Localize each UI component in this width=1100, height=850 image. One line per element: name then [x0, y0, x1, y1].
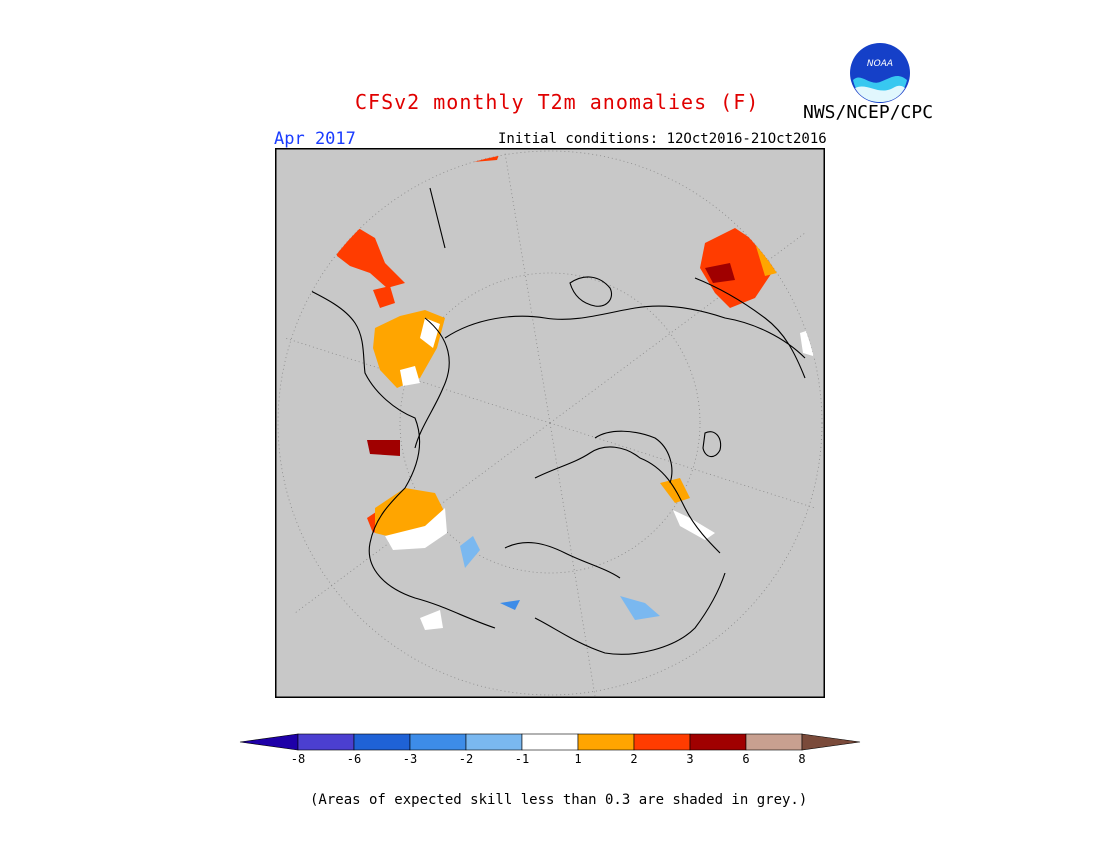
- anomaly-siberia-red: [700, 228, 775, 308]
- anomaly-east-siberia: [335, 226, 405, 288]
- anomaly-kamchatka: [373, 286, 395, 308]
- colorbar-tick-label: 3: [686, 752, 693, 766]
- anomaly-siberia-dark: [705, 263, 735, 283]
- colorbar-tick-label: 1: [574, 752, 581, 766]
- colorbar-box: [353, 733, 411, 751]
- map-frame: [275, 148, 825, 698]
- anomaly-alaska-dark: [367, 440, 400, 456]
- colorbar-tick-label: 2: [630, 752, 637, 766]
- noaa-logo: NOAA: [850, 43, 910, 103]
- anomaly-scandinavia-white: [673, 510, 715, 540]
- chart-title: CFSv2 monthly T2m anomalies (F): [355, 90, 760, 114]
- anomaly-hudson-blue: [460, 536, 480, 568]
- logo-text: NOAA: [867, 59, 893, 69]
- polar-map: [275, 148, 825, 698]
- anomaly-siberia-orange: [755, 243, 777, 276]
- colorbar-labels: -8 -6 -3 -2 -1 1 2 3 6 8: [291, 752, 806, 766]
- colorbar-box: [521, 733, 579, 751]
- anomaly-canada-white: [385, 508, 447, 550]
- colorbar-boxes: [239, 733, 861, 751]
- colorbar-tick-label: -2: [459, 752, 473, 766]
- coastlines: [304, 187, 806, 655]
- initial-conditions: Initial conditions: 12Oct2016-21Oct2016: [498, 131, 827, 147]
- colorbar-box: [633, 733, 691, 751]
- colorbar-tick-label: 8: [798, 752, 805, 766]
- colorbar-box: [409, 733, 467, 751]
- org-label: NWS/NCEP/CPC: [803, 102, 934, 123]
- anomaly-bering-white: [400, 366, 420, 386]
- forecast-period: Apr 2017: [274, 129, 356, 149]
- colorbar-tick-label: -3: [403, 752, 417, 766]
- colorbar-tick-label: -1: [515, 752, 529, 766]
- colorbar-box: [689, 733, 747, 751]
- graticule: [277, 150, 823, 697]
- colorbar: -8 -6 -3 -2 -1 1 2 3 6 8: [239, 733, 861, 766]
- colorbar-tick-label: 6: [742, 752, 749, 766]
- anomaly-hudson-white: [420, 610, 443, 630]
- colorbar-box: [465, 733, 523, 751]
- colorbar-arrow-low: [239, 733, 299, 751]
- colorbar-arrow-high: [801, 733, 861, 751]
- colorbar-box: [745, 733, 803, 751]
- anomaly-greenland-blue: [620, 596, 660, 620]
- colorbar-tick-label: -6: [347, 752, 361, 766]
- colorbar-box: [297, 733, 355, 751]
- anomaly-bering-white2: [420, 318, 440, 348]
- skill-footnote: (Areas of expected skill less than 0.3 a…: [310, 792, 808, 808]
- anomaly-ne-canada-blue: [500, 600, 520, 610]
- colorbar-box: [577, 733, 635, 751]
- colorbar-tick-label: -8: [291, 752, 305, 766]
